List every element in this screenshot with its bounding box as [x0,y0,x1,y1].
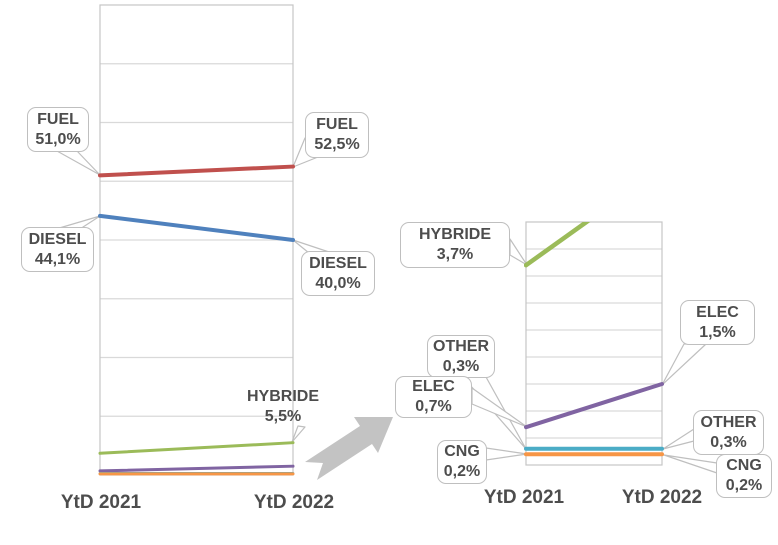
callout-value: 44,1% [34,250,81,268]
main-chart-series [98,164,295,476]
callout-cng-2022: CNG 0,2% [716,454,772,498]
callout-diesel-2022: DIESEL 40,0% [301,251,375,296]
callout-series-name: CNG [726,457,762,474]
callout-pointer-elec-2022 [661,343,707,386]
chart-series [98,164,664,476]
callout-cng-2021: CNG 0,2% [437,440,487,484]
callout-series-name: HYBRIDE [418,226,491,243]
callout-value: 0,2% [443,463,481,480]
plot-border [525,221,663,466]
series-line-fuel [98,164,295,178]
callout-pointer-elec-2021 [471,387,528,428]
callout-other-2021: OTHER 0,3% [427,335,495,378]
callout-series-name: CNG [444,443,480,460]
main-axis-label-ytd2021: YtD 2021 [60,492,142,513]
callout-elec-2022: ELEC 1,5% [680,300,755,345]
callout-pointer-cng-2021 [485,447,528,461]
label-series-name: HYBRIDE [246,387,319,405]
callout-value: 0,3% [442,357,480,375]
callout-hybride-2021: HYBRIDE 3,7% [400,222,510,268]
callout-elec-2021: ELEC 0,7% [395,376,472,418]
callout-value: 0,3% [710,433,747,451]
callout-value: 51,0% [35,130,81,148]
callout-value: 0,2% [725,477,763,494]
callout-pointer-hybride-2021 [509,238,528,266]
callout-series-name: DIESEL [309,254,367,272]
series-line-hybride [98,441,295,455]
callout-fuel-2021: FUEL 51,0% [27,107,89,152]
series-line-diesel [98,213,295,242]
callout-series-name: FUEL [37,110,79,128]
callout-series-name: OTHER [433,337,489,355]
chart-backgrounds [99,4,663,476]
main-chart-plot-area [99,4,294,476]
label-value: 5,5% [264,407,302,425]
callout-series-name: ELEC [696,303,739,321]
callout-value: 3,7% [436,246,474,263]
zoom-axis-label-ytd2022: YtD 2022 [621,487,703,508]
series-line-elec [524,382,664,430]
main-axis-label-ytd2022: YtD 2022 [253,492,335,513]
zoom-chart-plot-area [525,221,663,466]
callout-pointer-hybride-2022 [291,425,306,443]
callout-value: 40,0% [315,274,361,292]
series-line-elec [98,464,295,473]
callout-pointer-other-2022 [662,428,695,450]
callout-diesel-2021: DIESEL 44,1% [21,227,94,272]
zoom-axis-label-ytd2021: YtD 2021 [483,487,565,508]
callout-series-name: ELEC [412,378,455,395]
callout-value: 0,7% [415,398,452,415]
callout-value: 1,5% [699,323,736,341]
callout-series-name: OTHER [700,413,757,431]
callout-series-name: FUEL [316,116,358,133]
callout-fuel-2022: FUEL 52,5% [305,112,369,158]
callout-series-name: DIESEL [28,230,87,248]
series-line-hybride [524,222,591,268]
label-hybride-2022: HYBRIDE 5,5% [241,387,325,426]
callout-pointer-fuel-2021 [56,150,101,176]
callout-value: 52,5% [314,136,360,153]
zoom-chart-series [524,222,664,457]
callout-other-2022: OTHER 0,3% [693,410,764,455]
zoom-arrow-icon [305,417,393,480]
callout-pointer-cng-2022 [663,454,718,474]
